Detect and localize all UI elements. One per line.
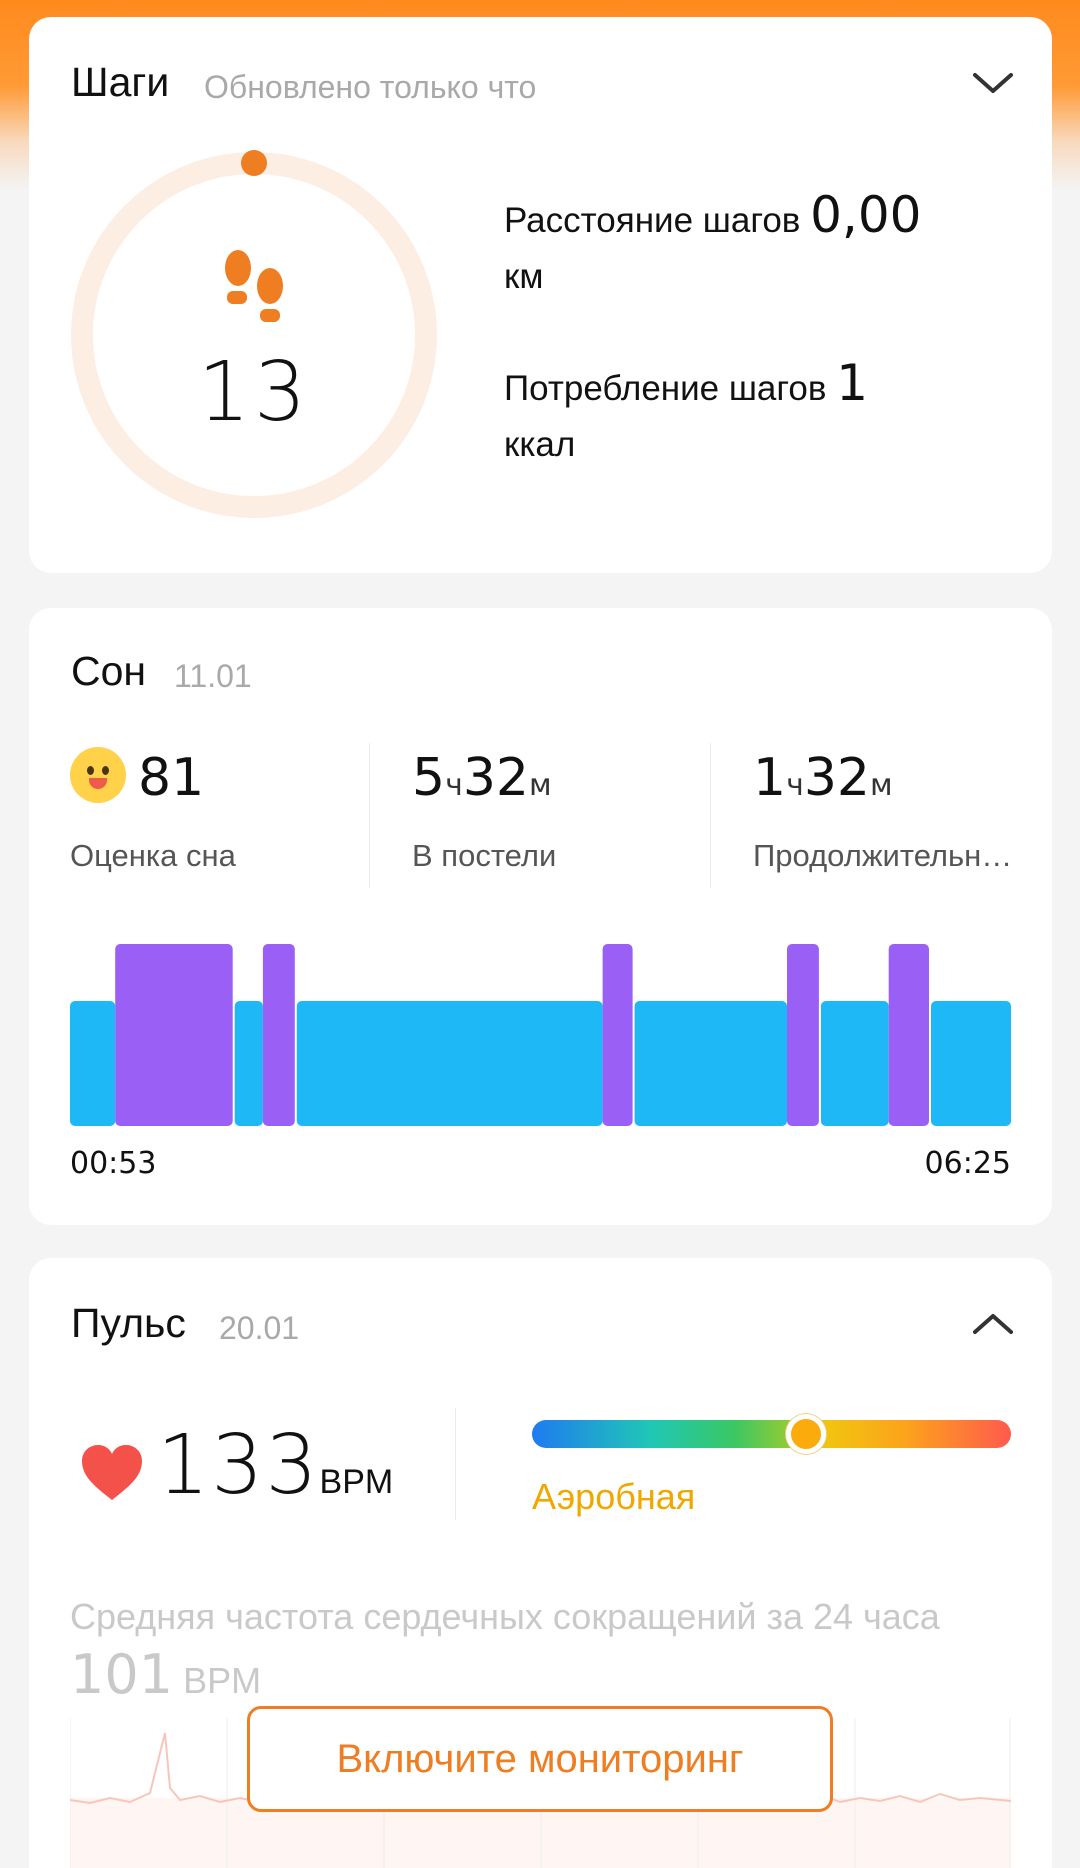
- sleep-score-label: Оценка сна: [70, 838, 236, 873]
- steps-updated: Обновлено только что: [204, 69, 537, 105]
- divider: [455, 1408, 456, 1520]
- pulse-card[interactable]: Пульс 20.01 133BPM Аэробная Средняя част…: [29, 1258, 1052, 1868]
- calories-unit: ккал: [504, 425, 576, 464]
- unit-hours: ч: [445, 768, 463, 803]
- calories-label: Потребление шагов: [504, 369, 827, 408]
- bpm-unit: BPM: [319, 1463, 394, 1501]
- sleep-end-time: 06:25: [924, 1146, 1011, 1181]
- chevron-up-icon[interactable]: [969, 1308, 1017, 1338]
- heart-rate-zone-bar: [532, 1420, 1011, 1448]
- sleep-score: 81 Оценка сна: [70, 747, 236, 873]
- steps-ring: 13: [69, 150, 439, 520]
- distance-label: Расстояние шагов: [504, 201, 801, 240]
- avg-value: 101: [70, 1643, 174, 1706]
- avg-unit: BPM: [183, 1660, 262, 1701]
- sleep-stage-light: [820, 1001, 889, 1126]
- distance-unit: км: [504, 257, 544, 296]
- sleep-stage-light: [70, 1001, 116, 1126]
- avg-heart-rate: Средняя частота сердечных сокращений за …: [70, 1588, 1010, 1710]
- in-bed-minutes: 32: [462, 748, 529, 808]
- steps-count: 13: [197, 345, 311, 440]
- unit-minutes: м: [870, 768, 893, 803]
- sleep-stage-deep: [262, 944, 295, 1126]
- sleep-score-value: 81: [138, 748, 205, 808]
- steps-progress-ring: [71, 150, 437, 518]
- sleep-stage-light: [296, 1001, 603, 1126]
- smiley-icon: [70, 747, 126, 803]
- sleep-stage-deep: [602, 944, 633, 1126]
- heart-icon: [82, 1445, 142, 1500]
- zone-label: Аэробная: [532, 1476, 696, 1517]
- steps-distance: Расстояние шагов 0,00 км: [504, 187, 1024, 305]
- in-bed-label: В постели: [412, 838, 557, 873]
- sleep-in-bed: 5ч32м В постели: [412, 748, 556, 873]
- sleep-card[interactable]: Сон 11.01 81 Оценка сна 5ч32м В постели …: [29, 608, 1052, 1225]
- zone-indicator: [786, 1414, 827, 1454]
- pulse-date: 20.01: [219, 1310, 300, 1346]
- duration-minutes: 32: [803, 748, 870, 808]
- sleep-stages-chart[interactable]: [70, 934, 1011, 1126]
- sleep-stage-deep: [115, 944, 233, 1126]
- duration-hours: 1: [753, 748, 787, 808]
- sleep-stage-deep: [888, 944, 929, 1126]
- bpm-value: 133: [157, 1418, 320, 1513]
- enable-monitoring-button[interactable]: Включите мониторинг: [247, 1706, 833, 1812]
- in-bed-hours: 5: [412, 748, 446, 808]
- avg-text: Средняя частота сердечных сокращений за …: [70, 1596, 940, 1637]
- sleep-stage-light: [634, 1001, 787, 1126]
- pulse-title: Пульс: [71, 1300, 186, 1346]
- steps-calories: Потребление шагов 1 ккал: [504, 355, 1024, 473]
- divider: [369, 743, 370, 888]
- sleep-date: 11.01: [174, 658, 252, 694]
- duration-label: Продолжительность: [753, 838, 1013, 873]
- sleep-stage-light: [931, 1001, 1011, 1126]
- divider: [710, 743, 711, 888]
- unit-hours: ч: [786, 768, 804, 803]
- sleep-start-time: 00:53: [70, 1146, 157, 1181]
- steps-title: Шаги: [71, 59, 170, 105]
- sleep-stage-deep: [787, 944, 819, 1126]
- current-bpm: 133BPM: [157, 1418, 393, 1513]
- unit-minutes: м: [529, 768, 552, 803]
- chevron-down-icon[interactable]: [969, 67, 1017, 97]
- steps-card[interactable]: Шаги Обновлено только что 13 Расстояние …: [29, 17, 1052, 573]
- sleep-stage-light: [234, 1001, 263, 1126]
- sleep-title: Сон: [71, 648, 147, 694]
- calories-value: 1: [836, 354, 868, 412]
- footprints-icon: [225, 250, 283, 322]
- distance-value: 0,00: [810, 186, 922, 244]
- sleep-duration: 1ч32м Продолжительность: [753, 748, 1013, 873]
